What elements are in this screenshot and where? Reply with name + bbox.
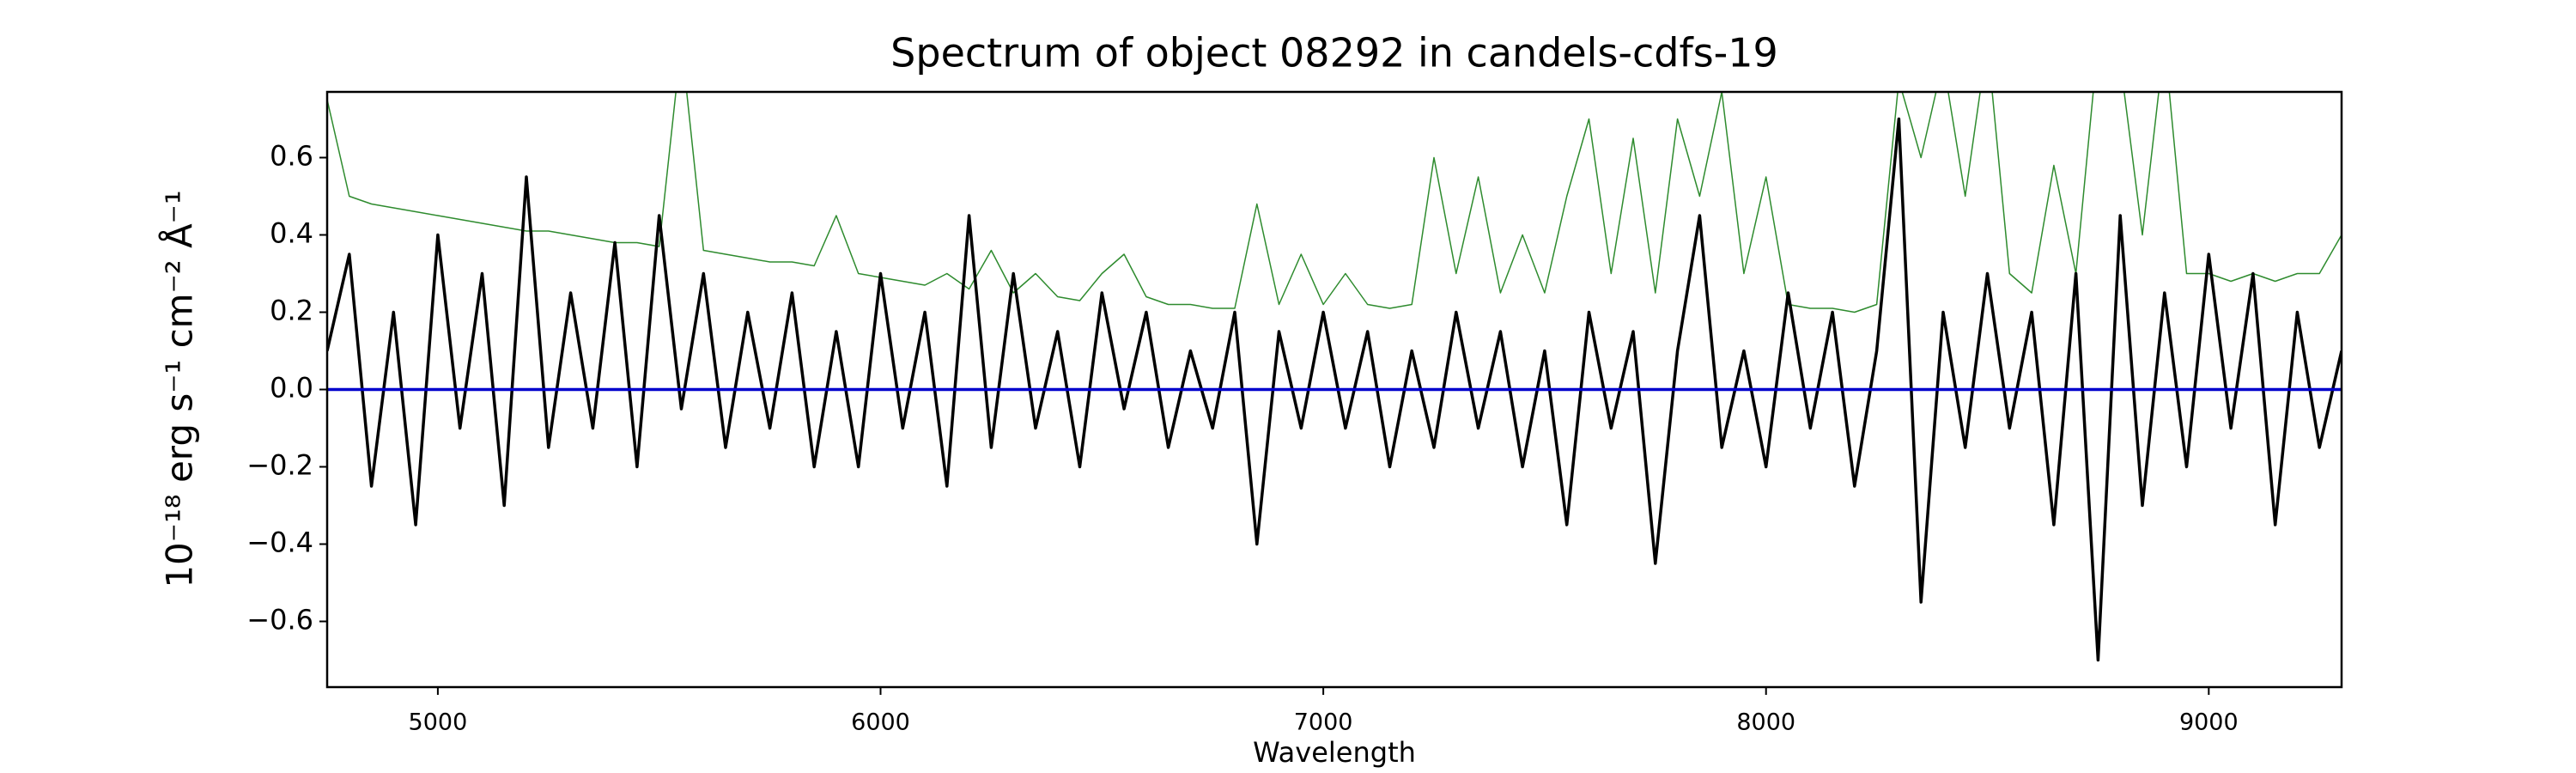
series-line	[327, 117, 2342, 662]
y-axis-label: 10⁻¹⁸ erg s⁻¹ cm⁻² Å⁻¹	[158, 190, 201, 587]
chart-title: Spectrum of object 08292 in candels-cdfs…	[890, 30, 1778, 76]
y-tick-label: 0.4	[270, 217, 313, 250]
x-tick-label: 5000	[409, 709, 468, 736]
x-tick-label: 9000	[2179, 709, 2239, 736]
x-tick-label: 6000	[851, 709, 910, 736]
y-tick-label: 0.6	[270, 140, 313, 173]
series-line	[327, 92, 2342, 313]
y-tick-label: −0.4	[246, 526, 313, 559]
x-tick-label: 8000	[1736, 709, 1795, 736]
y-tick-label: −0.6	[246, 604, 313, 636]
y-tick-label: 0.2	[270, 295, 313, 327]
y-tick-label: 0.0	[270, 372, 313, 405]
x-axis-label: Wavelength	[1253, 736, 1416, 769]
x-tick-label: 7000	[1294, 709, 1353, 736]
y-tick-label: −0.2	[246, 449, 313, 482]
plot-area	[327, 92, 2342, 662]
